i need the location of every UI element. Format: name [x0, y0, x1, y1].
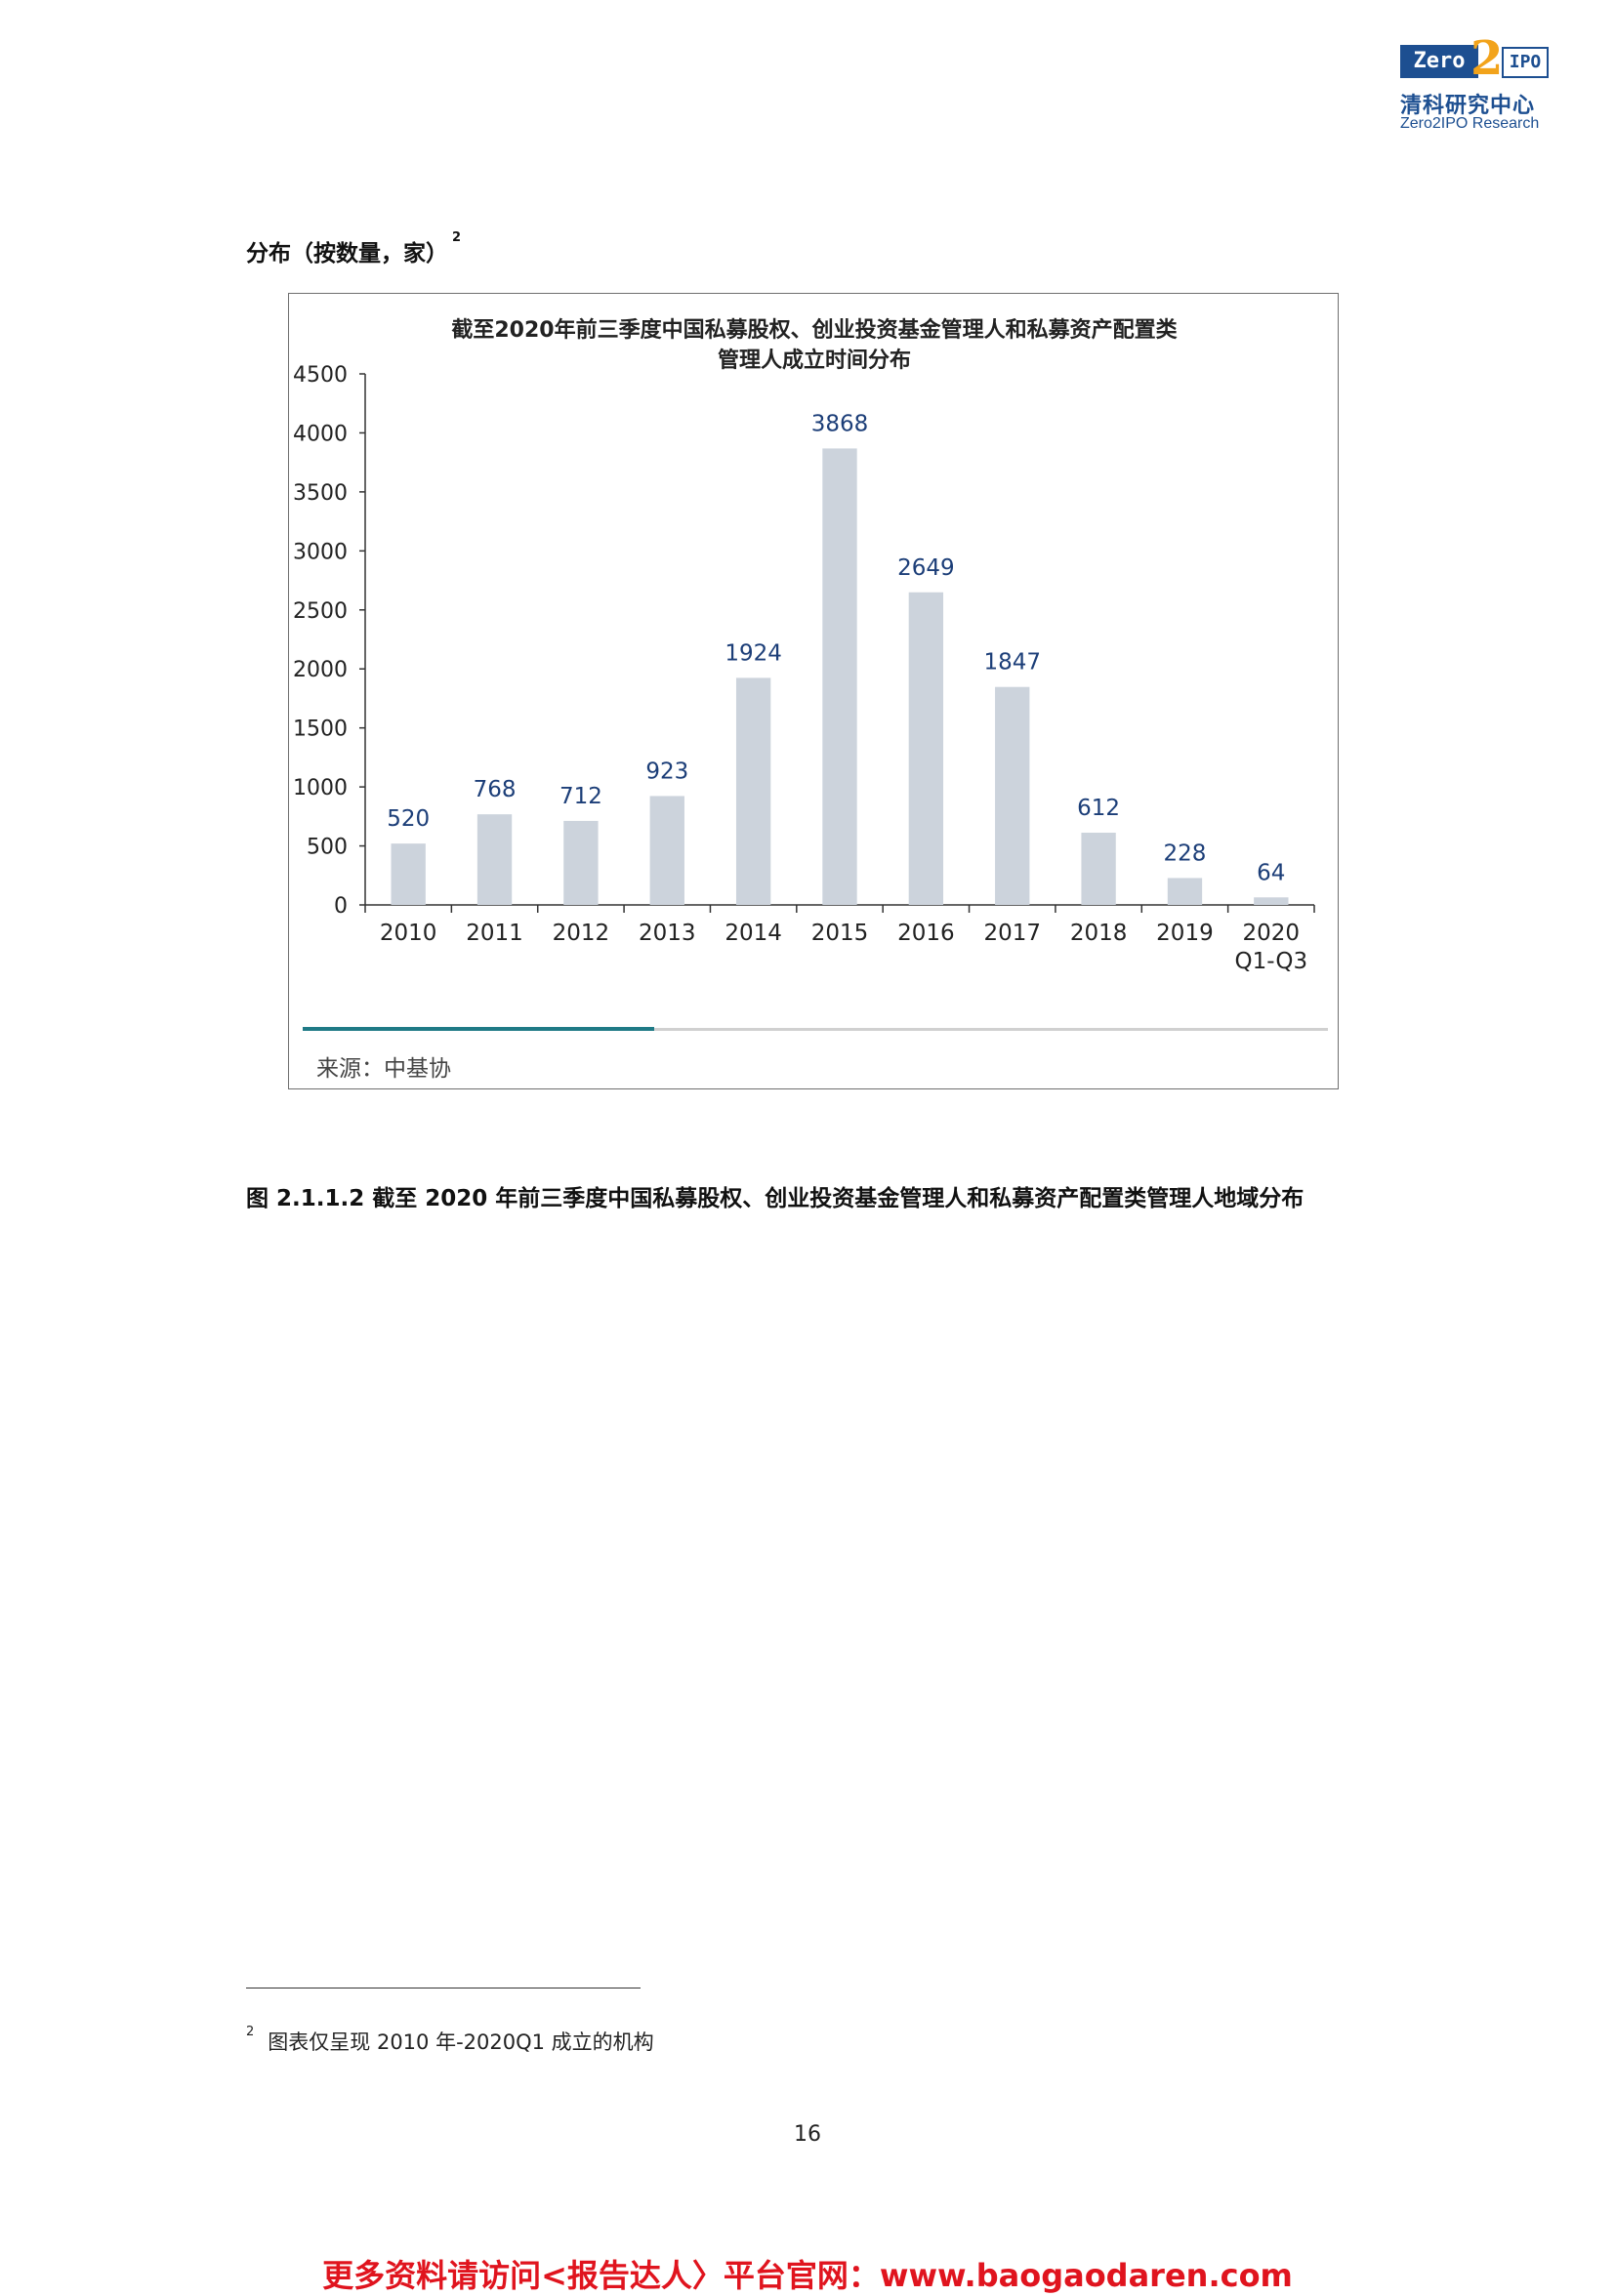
- y-tick-label: 3500: [293, 481, 348, 506]
- data-label: 520: [387, 806, 430, 832]
- data-label: 64: [1257, 860, 1285, 885]
- x-tick-label: 2010: [380, 921, 437, 946]
- section-heading-text: 分布（按数量，家）: [246, 241, 448, 266]
- chart-frame: 截至2020年前三季度中国私募股权、创业投资基金管理人和私募资产配置类 管理人成立…: [288, 293, 1339, 1089]
- y-tick-label: 3000: [293, 540, 348, 564]
- logo-zero-text: Zero: [1400, 45, 1478, 78]
- bar: [822, 448, 857, 905]
- logo-mark: Zero 2 IPO: [1400, 35, 1549, 82]
- data-label: 1847: [983, 650, 1041, 676]
- data-label: 712: [559, 784, 602, 809]
- x-tick-label: 2014: [725, 921, 782, 946]
- x-tick-label: 2016: [897, 921, 955, 946]
- page-number: 16: [794, 2122, 821, 2147]
- bar: [476, 814, 513, 905]
- data-label: 1924: [725, 640, 782, 666]
- bar-chart: 截至2020年前三季度中国私募股权、创业投资基金管理人和私募资产配置类管理人成立…: [293, 317, 1315, 974]
- bar: [1081, 833, 1116, 905]
- zero2ipo-logo: Zero 2 IPO 清科研究中心 Zero2IPO Research: [1387, 35, 1562, 144]
- promo-banner[interactable]: 更多资料请访问<报告达人〉平台官网：www.baogaodaren.com: [322, 2257, 1293, 2294]
- x-tick-label: 2019: [1156, 921, 1214, 946]
- chart-source: 来源：中基协: [316, 1056, 451, 1082]
- section-heading: 分布（按数量，家） 2: [246, 230, 461, 267]
- y-tick-label: 1000: [293, 776, 348, 800]
- x-tick-label: 2017: [983, 921, 1041, 946]
- bar: [563, 820, 599, 905]
- source-divider: [303, 1028, 1328, 1031]
- footnote-number: 2: [246, 2025, 255, 2039]
- x-tick-label: 2012: [553, 921, 610, 946]
- y-tick-label: 2500: [293, 599, 348, 624]
- x-tick-label: 2011: [466, 921, 523, 946]
- y-tick-label: 4500: [293, 363, 348, 388]
- logo-english-name: Zero2IPO Research: [1400, 115, 1540, 132]
- x-tick-label: 2018: [1070, 921, 1128, 946]
- footnote: 2 图表仅呈现 2010 年-2020Q1 成立的机构: [246, 2025, 654, 2056]
- bar: [735, 677, 771, 905]
- footnote-text: 图表仅呈现 2010 年-2020Q1 成立的机构: [268, 2030, 654, 2054]
- footnote-reference: 2: [452, 230, 462, 245]
- logo-ipo-text: IPO: [1502, 47, 1549, 78]
- chart-title-line: 管理人成立时间分布: [718, 348, 911, 373]
- source-divider-accent: [303, 1027, 654, 1031]
- bar: [995, 686, 1030, 905]
- x-tick-label: 2020: [1243, 921, 1301, 946]
- bar: [908, 592, 944, 905]
- y-tick-label: 1500: [293, 718, 348, 742]
- x-tick-label: 2015: [811, 921, 869, 946]
- bar: [391, 843, 426, 905]
- y-tick-label: 4000: [293, 422, 348, 446]
- data-label: 228: [1164, 840, 1207, 866]
- y-tick-label: 2000: [293, 658, 348, 682]
- y-tick-label: 0: [334, 894, 348, 919]
- data-label: 612: [1077, 796, 1120, 821]
- x-tick-label: 2013: [639, 921, 696, 946]
- figure-caption: 图 2.1.1.2 截至 2020 年前三季度中国私募股权、创业投资基金管理人和…: [246, 1186, 1304, 1211]
- logo-chinese-name: 清科研究中心: [1400, 94, 1536, 118]
- bar: [649, 796, 684, 905]
- logo-two-glyph: 2: [1470, 31, 1504, 86]
- x-tick-label: Q1-Q3: [1235, 949, 1308, 974]
- bar: [1254, 897, 1289, 905]
- data-label: 768: [474, 777, 517, 802]
- data-label: 923: [645, 758, 688, 784]
- y-tick-label: 500: [307, 836, 348, 860]
- bar: [1167, 878, 1203, 905]
- data-label: 2649: [897, 555, 955, 581]
- chart-title-line: 截至2020年前三季度中国私募股权、创业投资基金管理人和私募资产配置类: [451, 317, 1178, 343]
- data-label: 3868: [811, 411, 869, 436]
